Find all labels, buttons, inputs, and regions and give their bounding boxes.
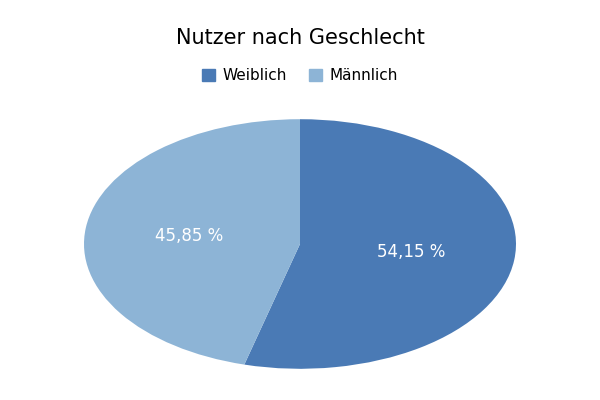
- Wedge shape: [244, 119, 516, 369]
- Text: Nutzer nach Geschlecht: Nutzer nach Geschlecht: [176, 28, 424, 48]
- Legend: Weiblich, Männlich: Weiblich, Männlich: [198, 64, 402, 88]
- Text: 54,15 %: 54,15 %: [377, 244, 446, 262]
- Text: 45,85 %: 45,85 %: [155, 226, 223, 244]
- Wedge shape: [84, 119, 300, 364]
